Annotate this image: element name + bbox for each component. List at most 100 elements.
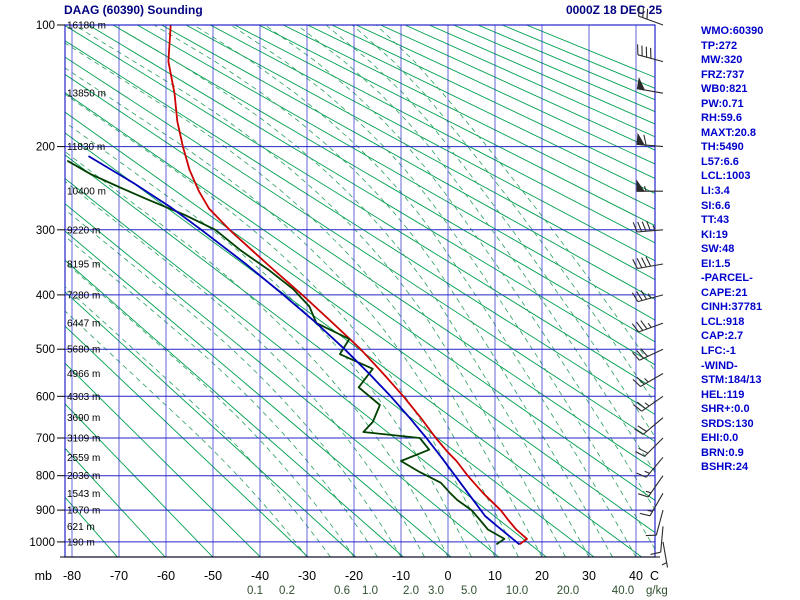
svg-text:20: 20 [535,569,549,583]
stat-line: BRN:0.9 [701,446,744,459]
svg-text:2036 m: 2036 m [67,471,100,482]
svg-text:16180 m: 16180 m [67,21,106,32]
svg-text:2.0: 2.0 [403,585,419,597]
svg-text:11830 m: 11830 m [67,142,105,153]
stat-line: KI:19 [701,228,728,241]
svg-text:-30: -30 [298,569,316,583]
svg-text:1000: 1000 [29,537,55,549]
temp-unit-label: C [650,569,659,583]
dewpoint-trace [66,159,506,546]
stat-line: EHI:0.0 [701,432,739,445]
page-title: DAAG (60390) Sounding [64,3,203,17]
svg-text:4303 m: 4303 m [67,392,100,403]
svg-text:0.6: 0.6 [334,585,350,597]
stat-line: SW:48 [701,243,735,256]
stat-line: MW:320 [701,54,743,67]
stat-line: LCL:1003 [701,170,751,183]
svg-text:700: 700 [36,433,55,445]
svg-text:30: 30 [582,569,596,583]
svg-text:300: 300 [36,225,55,237]
stat-line: SRDS:130 [701,417,754,430]
svg-text:900: 900 [36,505,55,517]
temperature-axis: -80 -70 -60 -50 -40 -30 -20 -10 0 10 20 30 40 mb C [35,569,659,583]
datetime-label: 0000Z 18 DEC 25 [565,3,662,17]
pressure-unit-label: mb [35,569,52,583]
svg-text:200: 200 [36,142,55,154]
svg-text:10: 10 [488,569,502,583]
svg-text:-60: -60 [157,569,175,583]
svg-text:8195 m: 8195 m [67,260,100,271]
stat-line: HEL:119 [701,388,745,401]
svg-text:5.0: 5.0 [461,585,477,597]
stat-line: LCL:918 [701,315,745,328]
svg-text:40: 40 [629,569,643,583]
stat-line: EI:1.5 [701,257,731,270]
mixing-unit-label: g/kg [646,585,668,597]
stat-line: TT:43 [701,214,730,227]
stat-line: -PARCEL- [701,272,753,285]
svg-text:-20: -20 [345,569,363,583]
stat-line: LFC:-1 [701,345,736,358]
svg-text:10.0: 10.0 [506,585,528,597]
stats-panel: WMO:60390 TP:272 MW:320 FRZ:737 WB0:821 PW:0.… [701,24,798,475]
svg-text:4966 m: 4966 m [67,369,100,380]
dry-adiabats [65,25,655,557]
temperature-trace [167,25,528,546]
stat-line: CINH:37781 [701,301,763,314]
svg-text:600: 600 [36,391,55,403]
svg-text:-80: -80 [63,569,81,583]
svg-text:500: 500 [36,344,55,356]
stat-line: RH:59.6 [701,112,742,125]
svg-text:1.0: 1.0 [362,585,378,597]
stat-line: CAPE:21 [701,286,748,299]
pressure-axis: 100 200 300 400 500 600 700 800 900 1000 [29,20,65,549]
svg-text:1543 m: 1543 m [67,489,100,500]
svg-text:7280 m: 7280 m [67,290,100,301]
title-bar: DAAG (60390) Sounding 0000Z 18 DEC 25 [64,3,662,17]
wind-barbs [631,5,669,568]
svg-text:3690 m: 3690 m [67,413,100,424]
svg-text:190 m: 190 m [67,537,95,548]
parcel-trace [88,155,520,546]
svg-text:3109 m: 3109 m [67,434,100,445]
svg-text:0: 0 [445,569,452,583]
stat-line: CAP:2.7 [701,330,744,343]
svg-text:40.0: 40.0 [612,585,634,597]
stat-line: SHR+:0.0 [701,403,750,416]
svg-text:621 m: 621 m [67,522,95,533]
svg-text:400: 400 [36,290,55,302]
stat-line: TP:272 [701,39,738,52]
svg-text:20.0: 20.0 [557,585,579,597]
stat-line: LI:3.4 [701,185,730,198]
stat-line: SI:6.6 [701,199,731,212]
stat-line: BSHR:24 [701,461,749,474]
svg-text:-40: -40 [251,569,269,583]
svg-text:5680 m: 5680 m [67,345,100,356]
stat-line: WMO:60390 [701,25,764,37]
svg-text:9220 m: 9220 m [67,225,100,236]
stat-line: PW:0.71 [701,97,744,110]
mixing-ratio-labels: 0.1 0.2 0.6 1.0 2.0 3.0 5.0 10.0 20.0 40.0 g/kg [247,585,668,597]
stat-line: STM:184/13 [701,374,762,387]
svg-text:0.2: 0.2 [279,585,295,597]
svg-text:10400 m: 10400 m [67,187,106,198]
stat-line: TH:5490 [701,141,744,154]
stat-line: L57:6.6 [701,155,739,168]
height-labels: 16180 m 13850 m 11830 m 10400 m 9220 m 8195 m… [67,21,106,549]
svg-text:800: 800 [36,471,55,483]
isobar-gridlines [65,24,655,543]
svg-text:3.0: 3.0 [428,585,444,597]
svg-text:-50: -50 [204,569,222,583]
svg-text:-70: -70 [110,569,128,583]
svg-text:-10: -10 [392,569,410,583]
stat-line: -WIND- [701,359,738,372]
stat-line: WB0:821 [701,83,748,96]
isotherm-gridlines [71,25,637,557]
svg-text:13850 m: 13850 m [67,89,106,100]
svg-text:2559 m: 2559 m [67,453,100,464]
svg-text:100: 100 [36,20,55,32]
svg-text:0.1: 0.1 [247,585,263,597]
stat-line: MAXT:20.8 [701,126,757,139]
